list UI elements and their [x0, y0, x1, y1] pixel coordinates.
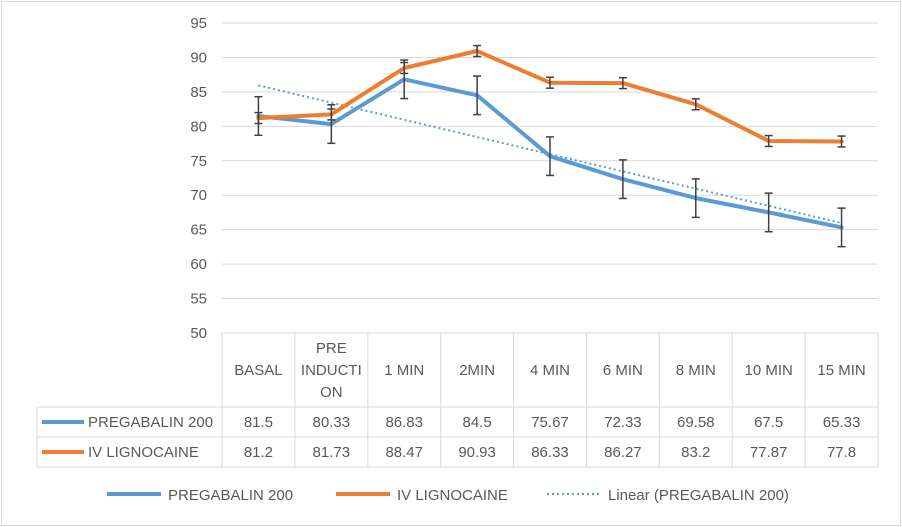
legend-label-2: Linear (PREGABALIN 200) [608, 487, 789, 504]
table-cell-0-4: 75.67 [531, 414, 569, 431]
category-label-8: 15 MIN [817, 362, 865, 379]
error-bar-1-8 [837, 135, 846, 148]
table-cell-0-7: 67.5 [754, 414, 783, 431]
table-cell-1-2: 88.47 [385, 444, 423, 461]
table-cell-1-3: 90.93 [458, 444, 496, 461]
table-cell-0-8: 65.33 [823, 414, 861, 431]
table-cell-1-5: 86.27 [604, 444, 642, 461]
error-bar-0-3 [473, 75, 482, 116]
table-cell-1-4: 86.33 [531, 444, 569, 461]
category-label-line: 1 MIN [384, 362, 424, 379]
error-bar-1-1 [327, 108, 336, 121]
category-label-line: 15 MIN [817, 362, 865, 379]
category-label-5: 6 MIN [603, 362, 643, 379]
category-label-7: 10 MIN [744, 362, 792, 379]
category-label-1: PRE INDUCTI ON [301, 340, 362, 401]
table-cell-0-5: 72.33 [604, 414, 642, 431]
table-cell-1-6: 83.2 [681, 444, 710, 461]
y-tick-label-90: 90 [190, 49, 207, 66]
category-label-line: PRE [316, 340, 347, 357]
table-cell-1-1: 81.73 [313, 444, 351, 461]
y-axis-tick-labels: 50 55 60 65 70 75 80 85 90 95 [190, 15, 207, 342]
category-label-3: 2MIN [459, 362, 495, 379]
category-label-line: 10 MIN [744, 362, 792, 379]
category-label-6: 8 MIN [676, 362, 716, 379]
error-bar-1-4 [546, 76, 554, 89]
category-label-line: INDUCTI [301, 362, 362, 379]
error-bar-0-6 [691, 178, 700, 219]
y-tick-label-85: 85 [190, 84, 207, 101]
table-cell-1-0: 81.2 [244, 444, 273, 461]
category-label-4: 4 MIN [530, 362, 570, 379]
error-bar-0-7 [764, 192, 773, 233]
error-bar-1-6 [691, 98, 700, 111]
error-bar-1-2 [400, 61, 409, 75]
table-cell-0-6: 69.58 [677, 414, 715, 431]
category-label-line: 6 MIN [603, 362, 643, 379]
category-label-line: ON [320, 384, 343, 401]
error-bar-1-7 [764, 134, 773, 148]
series-line-1 [256, 49, 844, 144]
error-bar-1-3 [473, 44, 482, 58]
category-label-line: 2MIN [459, 362, 495, 379]
error-bar-0-8 [837, 207, 846, 248]
y-tick-label-95: 95 [190, 15, 207, 32]
legend-label-1: IV LIGNOCAINE [397, 487, 508, 504]
error-bars [254, 44, 846, 248]
legend: PREGABALIN 200 IV LIGNOCAINE Linear (PREGA… [107, 487, 789, 504]
y-tick-label-75: 75 [190, 153, 207, 170]
y-tick-label-60: 60 [190, 256, 207, 273]
data-table: BASAL PRE INDUCTI ON 1 MIN 2MIN 4 MIN 6 MIN 8 MI… [36, 333, 879, 468]
table-cell-1-7: 77.87 [750, 444, 788, 461]
table-cell-0-3: 84.5 [463, 414, 492, 431]
table-cell-0-1: 80.33 [313, 414, 351, 431]
y-tick-label-55: 55 [190, 291, 207, 308]
error-bar-0-5 [618, 159, 627, 200]
category-label-line: 4 MIN [530, 362, 570, 379]
table-cell-0-0: 81.5 [244, 414, 273, 431]
error-bar-0-4 [546, 136, 554, 177]
table-cell-1-8: 77.8 [827, 444, 856, 461]
table-cell-0-2: 86.83 [385, 414, 423, 431]
y-tick-label-80: 80 [190, 118, 207, 135]
table-row-label-1: IV LIGNOCAINE [88, 444, 199, 461]
category-label-line: BASAL [234, 362, 282, 379]
gridlines [222, 22, 878, 334]
table-row-label-0: PREGABALIN 200 [88, 414, 213, 431]
category-label-line: 8 MIN [676, 362, 716, 379]
category-label-2: 1 MIN [384, 362, 424, 379]
error-bar-1-5 [618, 76, 627, 90]
category-label-0: BASAL [234, 362, 282, 379]
legend-label-0: PREGABALIN 200 [168, 487, 293, 504]
y-tick-label-65: 65 [190, 222, 207, 239]
y-tick-label-70: 70 [190, 187, 207, 204]
y-tick-label-50: 50 [190, 325, 207, 342]
error-bar-1-0 [254, 111, 263, 125]
